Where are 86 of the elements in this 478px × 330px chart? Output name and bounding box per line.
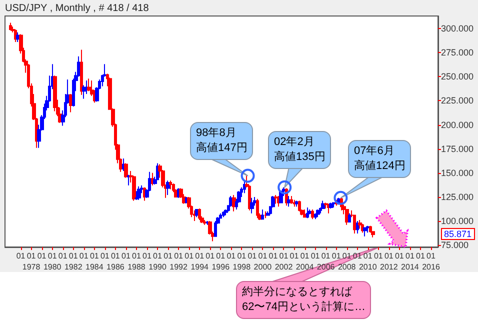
- candlestick: [332, 202, 335, 208]
- candlestick: [169, 180, 172, 190]
- candlestick: [287, 195, 291, 208]
- candlestick: [290, 195, 293, 204]
- candlestick: [198, 208, 201, 221]
- candlestick: [203, 220, 207, 226]
- candlestick: [369, 225, 372, 234]
- y-tick-label: 250.000: [441, 72, 474, 82]
- candlestick: [261, 208, 264, 220]
- y-tick-label: 225.000: [441, 96, 474, 106]
- x-tick-label: 01: [416, 252, 426, 260]
- candlestick: [348, 212, 351, 222]
- x-tick-label: 01: [58, 252, 68, 260]
- y-tick-label: 75.000: [441, 240, 469, 250]
- candlestick: [156, 162, 159, 180]
- annotation: 98年8月高値147円: [190, 122, 254, 160]
- candlestick: [14, 28, 17, 42]
- candlestick: [9, 22, 12, 31]
- x-tick-label: 01: [310, 252, 320, 260]
- candlestick: [329, 202, 333, 209]
- candlestick: [80, 49, 83, 96]
- y-tick-label: 125.000: [441, 192, 474, 202]
- x-tick-label: 01: [394, 252, 404, 260]
- candlestick: [264, 210, 267, 219]
- candlestick: [53, 75, 57, 112]
- candlestick: [316, 208, 320, 218]
- x-tick-label: 01: [79, 252, 89, 260]
- x-tick-label: 01: [164, 252, 174, 260]
- annotation: 02年2月高値135円: [268, 131, 332, 169]
- candlestick: [166, 180, 170, 196]
- candlestick: [314, 212, 317, 220]
- candlestick: [256, 198, 259, 219]
- candlestick: [306, 207, 309, 219]
- y-tick-label: 200.000: [441, 120, 474, 130]
- candlestick: [250, 197, 254, 214]
- candlestick: [214, 220, 217, 237]
- x-tick-label: 01: [100, 252, 110, 260]
- candlestick: [274, 194, 278, 204]
- candlestick: [353, 214, 356, 234]
- candlestick: [222, 210, 225, 218]
- x-tick-label: 01: [16, 252, 26, 260]
- x-tick-label: 01: [184, 252, 194, 260]
- candlestick: [298, 200, 301, 212]
- x-tick-label: 01: [268, 252, 278, 260]
- annotation: 85.871: [441, 228, 475, 240]
- x-tick-label: 01: [122, 252, 131, 260]
- x-tick-label: 01: [352, 252, 362, 260]
- candlestick: [124, 162, 128, 178]
- y-tick-label: 275.000: [441, 48, 474, 58]
- x-tick-label: 01: [206, 252, 216, 260]
- candlestick: [311, 208, 314, 220]
- candlestick: [363, 227, 367, 237]
- y-tick-label: 175.000: [441, 144, 474, 154]
- y-tick-label: 300.000: [441, 24, 474, 34]
- candlestick: [206, 220, 209, 226]
- candlestick: [87, 78, 91, 92]
- candlestick: [224, 208, 228, 216]
- text: 約半分になるとすれば62〜74円という計算に…: [236, 281, 372, 319]
- candlestick: [82, 84, 86, 100]
- candlestick: [151, 172, 154, 186]
- x-tick-label: 01: [248, 252, 258, 260]
- annotation: 07年6月高値124円: [348, 140, 412, 178]
- candlestick: [137, 186, 141, 200]
- x-tick-label: 01: [332, 252, 342, 260]
- candlestick: [356, 220, 359, 234]
- chart-title: USD/JPY , Monthly , # 418 / 418: [5, 3, 149, 14]
- x-tick-label: 01: [290, 252, 300, 260]
- candlestick: [243, 180, 246, 194]
- candlestick: [232, 194, 236, 212]
- candlestick: [327, 203, 330, 214]
- candlestick: [293, 199, 296, 208]
- candlestick: [358, 220, 362, 230]
- candlestick: [127, 174, 130, 186]
- y-tick-label: 150.000: [441, 168, 474, 178]
- candlestick: [193, 210, 196, 222]
- x-tick-label: 01: [37, 252, 47, 260]
- x-tick-label: 01: [226, 252, 236, 260]
- candlestick: [69, 93, 72, 113]
- candlestick: [366, 225, 370, 234]
- candlestick: [135, 190, 138, 200]
- x-tick-label: 01: [374, 252, 384, 260]
- candlestick: [122, 158, 125, 172]
- x-tick-label: 01: [142, 252, 152, 260]
- candlestick: [132, 175, 136, 202]
- y-tick-label: 100.000: [441, 216, 474, 226]
- candlestick: [308, 208, 312, 215]
